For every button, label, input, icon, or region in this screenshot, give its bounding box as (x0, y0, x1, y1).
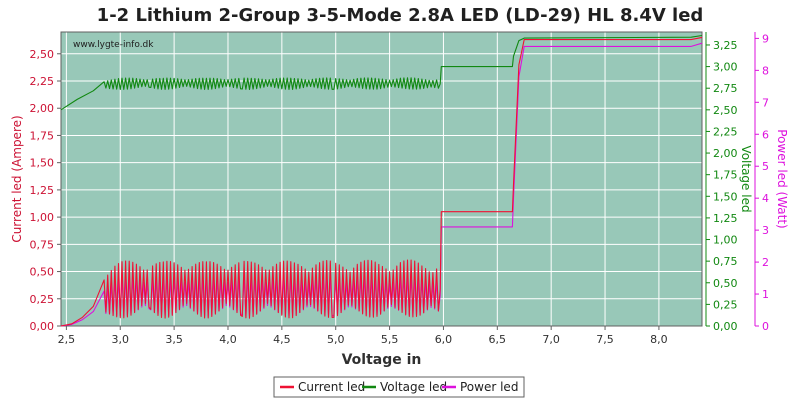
y-right1-tick-label: 1,00 (713, 234, 738, 247)
legend-label-current-led: Current led (298, 380, 365, 394)
x-tick-label: 4,0 (219, 333, 237, 346)
y-right2-tick-label: 5 (762, 160, 769, 173)
x-tick-label: 3,0 (112, 333, 130, 346)
y-left-tick-label: 1,25 (30, 184, 55, 197)
series-line-current-led (60, 36, 703, 327)
x-tick-label: 6,5 (489, 333, 507, 346)
y-left-tick-label: 1,00 (30, 211, 55, 224)
x-tick-label: 7,0 (542, 333, 560, 346)
y-left-tick-label: 0,50 (30, 266, 55, 279)
y-right1-tick-label: 0,50 (713, 277, 738, 290)
legend (273, 376, 525, 398)
x-tick-label: 2,5 (58, 333, 76, 346)
y-right1-tick-label: 0,25 (713, 298, 738, 311)
y-left-tick-label: 0,75 (30, 238, 55, 251)
plot-border (60, 31, 703, 327)
y-right1-tick-label: 0,00 (713, 320, 738, 333)
y-right2-tick-label: 8 (762, 64, 769, 77)
x-tick-label: 5,0 (327, 333, 345, 346)
y-right1-tick-label: 3,25 (713, 39, 738, 52)
y-right2-axis-label: Power led (Watt) (775, 129, 789, 228)
y-right1-tick-label: 2,50 (713, 104, 738, 117)
y-right2-tick-label: 6 (762, 128, 769, 141)
y-right1-tick-label: 2,25 (713, 125, 738, 138)
x-tick-label: 8,0 (650, 333, 668, 346)
y-right2-tick-label: 1 (762, 288, 769, 301)
legend-label-power-led: Power led (460, 380, 518, 394)
y-right1-tick-label: 2,00 (713, 147, 738, 160)
y-right2-tick-label: 2 (762, 256, 769, 269)
x-tick-label: 6,0 (435, 333, 453, 346)
x-tick-label: 3,5 (165, 333, 183, 346)
y-right1-tick-label: 0,75 (713, 255, 738, 268)
x-tick-label: 7,5 (596, 333, 614, 346)
series-line-voltage-led (60, 34, 703, 111)
y-left-tick-label: 2,00 (30, 102, 55, 115)
x-axis-label: Voltage in (342, 352, 422, 368)
y-right2-tick-label: 3 (762, 224, 769, 237)
y-left-axis-label: Current led (Ampere) (10, 115, 24, 242)
y-left-tick-label: 0,25 (30, 293, 55, 306)
y-right1-tick-label: 1,75 (713, 169, 738, 182)
y-right1-tick-label: 1,25 (713, 212, 738, 225)
legend-label-voltage-led: Voltage led (380, 380, 447, 394)
y-left-tick-label: 2,25 (30, 75, 55, 88)
y-left-tick-label: 1,50 (30, 157, 55, 170)
y-right2-tick-label: 9 (762, 32, 769, 45)
y-left-tick-label: 2,50 (30, 48, 55, 61)
y-right1-tick-label: 3,00 (713, 61, 738, 74)
chart-title: 1-2 Lithium 2-Group 3-5-Mode 2.8A LED (L… (97, 5, 704, 26)
x-tick-label: 5,5 (381, 333, 399, 346)
y-right1-tick-label: 1,50 (713, 190, 738, 203)
y-right2-tick-label: 0 (762, 320, 769, 333)
y-right1-axis-label: Voltage led (739, 145, 753, 212)
y-right2-tick-label: 7 (762, 96, 769, 109)
watermark: www.lygte-info.dk (73, 40, 154, 50)
y-left-tick-label: 0,00 (30, 320, 55, 333)
x-tick-label: 4,5 (273, 333, 291, 346)
y-left-tick-label: 1,75 (30, 129, 55, 142)
y-right2-tick-label: 4 (762, 192, 769, 205)
y-right1-tick-label: 2,75 (713, 82, 738, 95)
